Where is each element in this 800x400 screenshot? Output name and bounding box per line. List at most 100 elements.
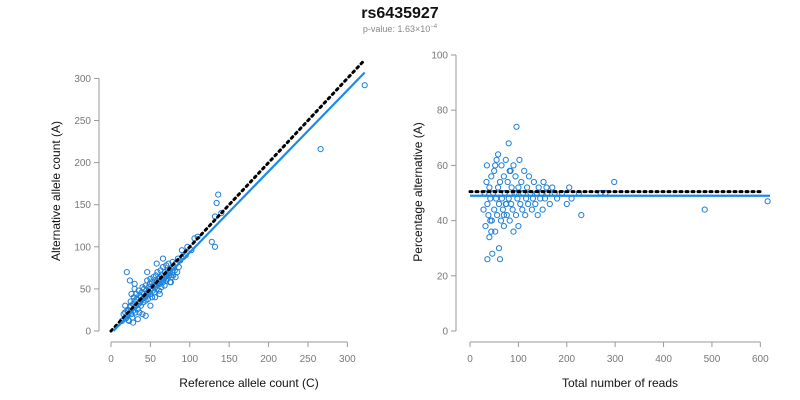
left-y-tick-label: 50 [80,284,92,295]
right-data-point [495,184,502,191]
left-data-point [211,243,219,250]
right-data-point [488,228,495,235]
left-y-tick-label: 0 [85,327,91,338]
left-data-point [167,279,174,286]
right-x-tick-label: 600 [752,354,769,365]
left-data-point [153,260,160,267]
left-data-point [130,319,137,326]
left-data-point [165,260,172,267]
right-axes: 0 100 200 300 400 500 600 0 20 40 60 80 100 [431,51,769,366]
right-data-point [499,206,506,213]
left-x-tick-label: 150 [221,354,238,365]
left-data-point [122,302,129,309]
right-data-point [486,234,493,241]
left-reference-line [109,58,367,333]
right-data-point [543,184,550,191]
right-data-point [518,178,525,186]
right-data-point [611,178,618,186]
right-data-point [492,162,499,169]
right-data-point [482,223,489,230]
right-x-axis-title: Total number of reads [562,376,678,390]
right-data-point [506,217,513,224]
left-points [118,82,368,326]
right-data-point [500,212,507,219]
right-y-tick-label: 60 [437,161,449,172]
right-data-point [503,212,510,219]
right-data-point [486,184,493,191]
right-data-point [534,212,541,219]
left-data-point [317,146,324,153]
right-x-tick-label: 200 [558,354,575,365]
right-data-point [496,256,504,263]
right-data-point [491,167,498,174]
left-data-point [159,255,167,262]
left-data-point [123,269,130,276]
left-axes: 0 50 100 150 200 250 300 0 50 100 150 200 250 300 [74,74,356,365]
right-data-point [764,198,771,205]
left-x-tick-label: 0 [108,354,114,365]
right-data-point [495,200,503,208]
right-data-point [496,178,504,186]
left-lines [109,58,367,333]
right-data-point [509,206,516,213]
right-data-point [494,212,501,219]
right-y-tick-label: 40 [437,216,449,227]
left-data-point [144,269,151,276]
right-y-tick-label: 100 [431,51,448,62]
right-data-point [502,156,509,163]
left-x-tick-label: 50 [145,354,157,365]
right-data-point [491,206,498,213]
left-data-point [172,274,179,281]
left-data-point [129,314,136,321]
right-data-point [484,200,491,208]
right-data-point [510,162,517,169]
left-data-point [188,247,195,254]
right-data-point [516,156,523,163]
right-x-tick-label: 500 [704,354,721,365]
right-data-point [508,184,515,191]
right-data-point [512,212,520,219]
right-data-point [498,162,505,169]
right-data-point [485,212,492,219]
left-data-point [131,280,138,287]
right-data-point [535,184,542,191]
left-data-point [361,82,368,89]
right-data-point [578,212,585,219]
right-y-tick-label: 20 [437,271,449,282]
right-data-point [506,167,513,174]
right-data-point [489,250,496,257]
right-y-tick-label: 80 [437,106,449,117]
pvalue-text: p-value: 1.63×10 [362,24,431,34]
left-data-point [126,317,133,324]
left-x-axis-title: Reference allele count (C) [179,376,318,390]
right-data-point [563,200,570,208]
left-x-tick-label: 250 [300,354,317,365]
left-data-point [148,294,156,301]
figure-title: rs6435927 [361,5,439,22]
right-data-point [500,223,507,230]
left-data-point [156,290,163,298]
left-data-point [178,247,185,254]
left-data-point [152,294,159,301]
right-data-point [525,200,532,208]
left-scatter-plot: 0 50 100 150 200 250 300 0 50 100 150 200 250 300 Ref… [49,58,368,390]
right-data-point [524,184,531,191]
right-data-point [522,212,529,219]
right-data-point [493,156,500,163]
right-data-point [504,178,511,186]
left-data-point [147,302,154,309]
right-data-point [484,256,491,263]
right-data-point [515,184,522,191]
figure-subtitle: p-value: 1.63×10−4 [0,24,800,34]
left-y-tick-label: 200 [74,158,91,169]
right-data-point [488,173,495,180]
left-y-tick-label: 300 [74,74,91,85]
right-data-point [483,162,490,169]
right-data-point [528,206,536,213]
right-data-point [566,184,573,191]
pvalue-exponent: −4 [430,24,438,30]
left-data-point [213,199,220,207]
left-data-point [218,210,225,217]
left-data-point [215,191,222,198]
right-data-point [517,200,524,208]
